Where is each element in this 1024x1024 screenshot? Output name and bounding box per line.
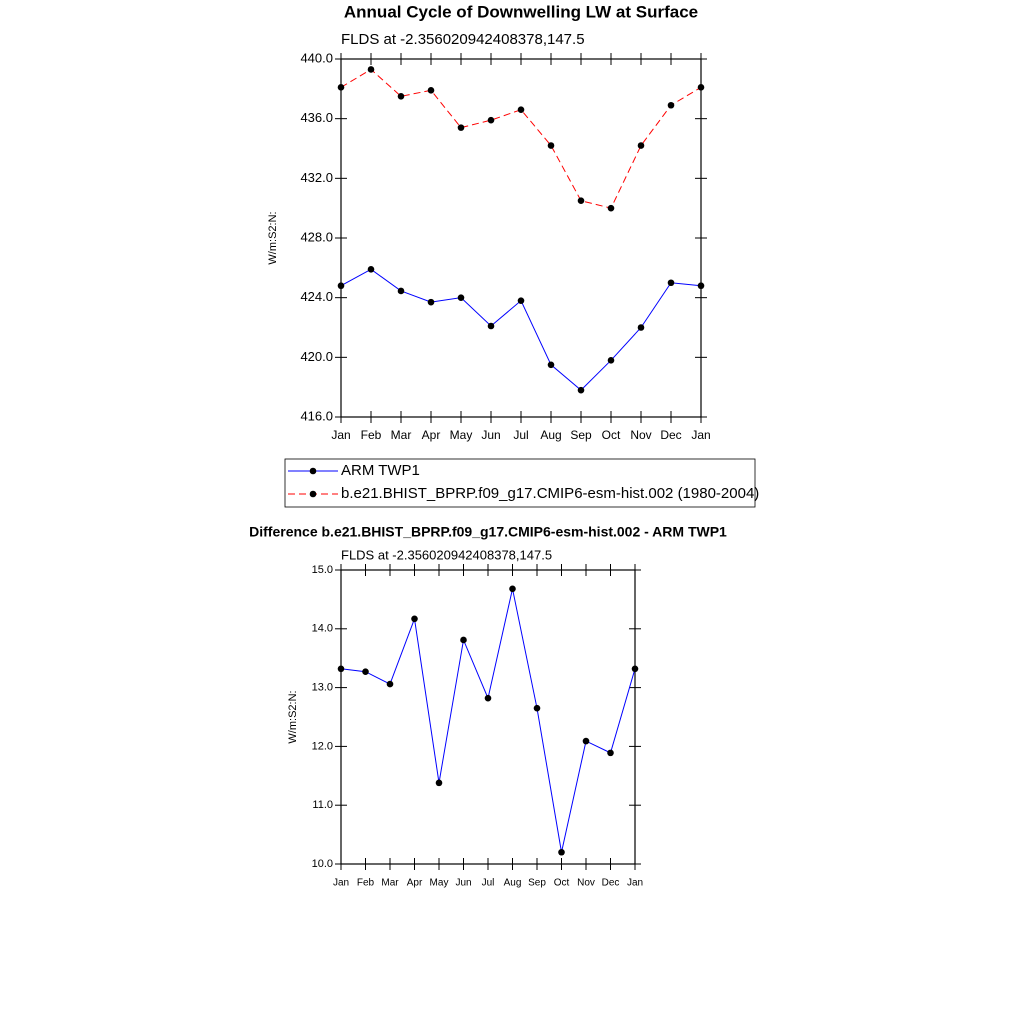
data-marker <box>367 266 375 273</box>
data-marker <box>367 66 375 73</box>
y-axis-label: W/m:S2:N: <box>287 690 299 743</box>
y-tick-label: 416.0 <box>300 408 333 423</box>
data-marker <box>637 324 645 331</box>
data-marker <box>517 297 525 304</box>
y-tick-label: 15.0 <box>312 564 333 576</box>
data-marker <box>533 704 541 712</box>
data-marker <box>397 92 405 100</box>
x-tick-label: Oct <box>602 428 621 442</box>
legend-label: b.e21.BHIST_BPRP.f09_g17.CMIP6-esm-hist.… <box>341 485 759 502</box>
x-tick-label: Jul <box>513 428 528 442</box>
y-tick-label: 10.0 <box>312 858 333 870</box>
data-marker <box>582 737 590 745</box>
data-marker <box>558 848 565 856</box>
y-tick-label: 440.0 <box>300 50 333 65</box>
chart-subtitle: FLDS at -2.356020942408378,147.5 <box>341 547 552 562</box>
legend-marker <box>309 490 317 498</box>
x-tick-label: Mar <box>381 878 399 889</box>
data-marker <box>484 694 492 702</box>
data-marker <box>697 84 705 91</box>
x-tick-label: Sep <box>570 428 592 442</box>
data-marker <box>509 585 516 593</box>
y-tick-label: 432.0 <box>300 170 333 185</box>
data-marker <box>697 282 705 290</box>
x-tick-label: Feb <box>357 878 375 889</box>
y-tick-label: 11.0 <box>312 799 333 811</box>
x-tick-label: Feb <box>361 428 382 442</box>
data-marker <box>397 287 405 295</box>
chart-title: Annual Cycle of Downwelling LW at Surfac… <box>344 2 698 21</box>
data-marker <box>667 101 675 109</box>
x-tick-label: Oct <box>554 878 570 889</box>
y-axis-label: W/m:S2:N: <box>267 211 279 264</box>
data-marker <box>487 116 495 124</box>
y-tick-label: 14.0 <box>312 623 333 635</box>
x-tick-label: Jun <box>455 878 471 889</box>
y-tick-label: 420.0 <box>300 349 333 364</box>
data-marker <box>457 124 465 131</box>
x-tick-label: Nov <box>577 878 595 889</box>
chart-subtitle: FLDS at -2.356020942408378,147.5 <box>341 31 585 48</box>
data-marker <box>337 665 345 673</box>
x-tick-label: Sep <box>528 878 546 889</box>
legend-label: ARM TWP1 <box>341 462 420 479</box>
y-tick-label: 428.0 <box>300 229 333 244</box>
data-marker <box>547 142 555 149</box>
x-tick-label: Nov <box>630 428 651 442</box>
x-tick-label: Jun <box>481 428 500 442</box>
y-tick-label: 436.0 <box>300 110 333 125</box>
data-marker <box>427 298 435 306</box>
data-marker <box>435 779 443 787</box>
x-tick-label: Jan <box>691 428 710 442</box>
x-tick-label: Jan <box>627 878 643 889</box>
x-tick-label: Jan <box>331 428 350 442</box>
y-tick-label: 13.0 <box>312 682 333 694</box>
data-marker <box>337 84 345 91</box>
data-marker <box>607 204 615 212</box>
x-tick-label: May <box>450 428 473 442</box>
data-marker <box>631 665 639 673</box>
data-marker <box>577 386 585 394</box>
x-tick-label: Dec <box>602 878 620 889</box>
x-tick-label: Jan <box>333 878 349 889</box>
x-tick-label: Dec <box>660 428 681 442</box>
data-marker <box>457 294 465 301</box>
data-marker <box>517 106 525 114</box>
legend-marker <box>309 467 317 475</box>
data-marker <box>607 749 614 757</box>
data-marker <box>460 636 467 644</box>
x-tick-label: Aug <box>540 428 561 442</box>
chart-title: Difference b.e21.BHIST_BPRP.f09_g17.CMIP… <box>249 524 727 540</box>
x-tick-label: Apr <box>407 878 423 889</box>
x-tick-label: May <box>430 878 449 889</box>
data-marker <box>637 142 645 149</box>
y-tick-label: 424.0 <box>300 289 333 304</box>
x-tick-label: Mar <box>391 428 412 442</box>
x-tick-label: Aug <box>504 878 522 889</box>
data-marker <box>337 282 345 290</box>
data-marker <box>411 615 418 623</box>
data-marker <box>362 668 369 676</box>
data-marker <box>547 361 555 369</box>
data-marker <box>667 279 675 287</box>
legend-box <box>284 458 756 508</box>
data-marker <box>487 322 495 330</box>
x-tick-label: Jul <box>482 878 495 889</box>
y-tick-label: 12.0 <box>312 740 333 752</box>
data-marker <box>607 357 615 364</box>
data-marker <box>427 87 435 94</box>
data-marker <box>386 680 394 688</box>
x-tick-label: Apr <box>422 428 441 442</box>
data-marker <box>577 197 585 205</box>
